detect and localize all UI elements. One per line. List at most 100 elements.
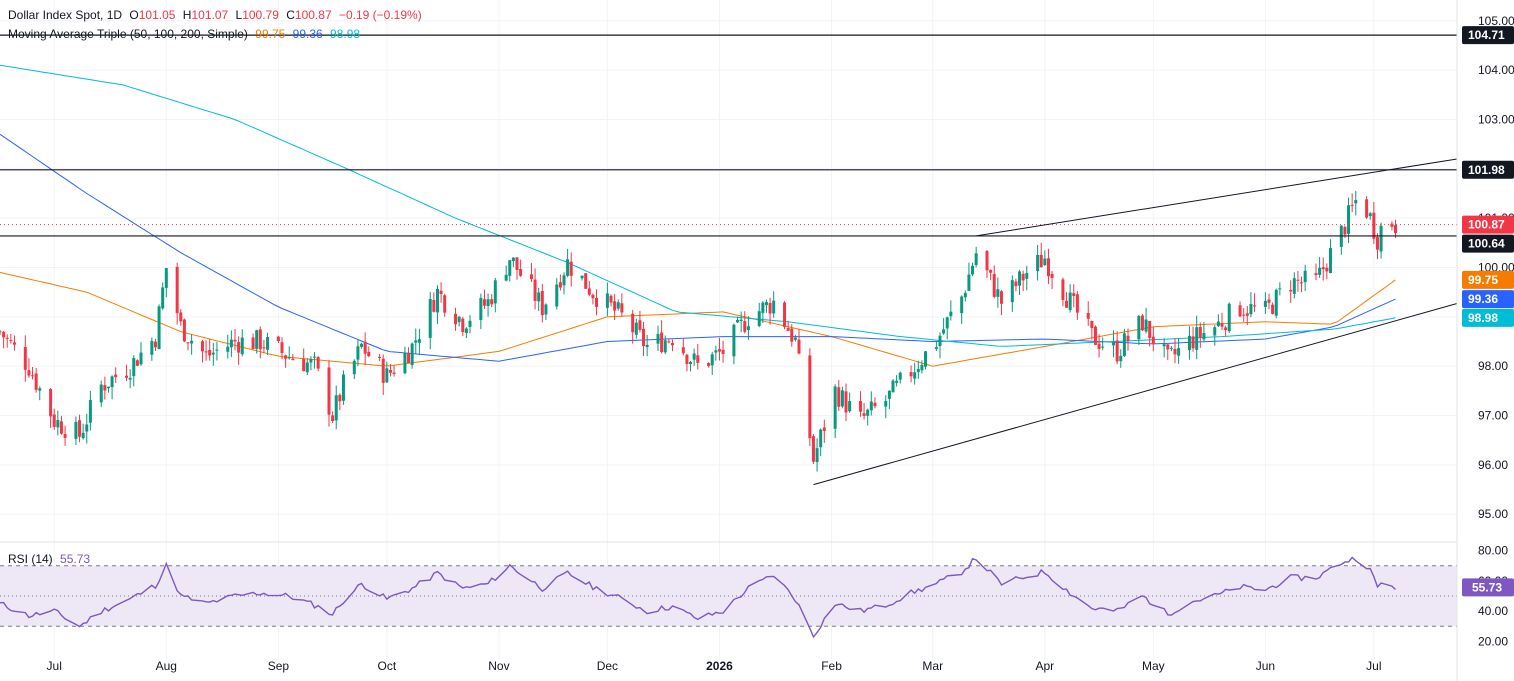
candle-body: [266, 337, 270, 350]
x-tick-label: Aug: [156, 659, 177, 673]
candle-body: [924, 351, 928, 367]
x-tick-label: Apr: [1036, 659, 1055, 673]
candle-body: [2, 331, 6, 338]
candle-body: [435, 288, 439, 313]
candle-body: [233, 339, 237, 342]
price-label-text: 104.71: [1468, 28, 1505, 42]
candle-body: [1018, 271, 1022, 286]
candle-body: [1253, 305, 1257, 307]
candle-body: [240, 337, 244, 355]
candle-body: [645, 344, 649, 348]
candle-body: [186, 342, 190, 344]
candle-body: [313, 356, 317, 358]
candle-body: [869, 401, 873, 411]
candle-body: [316, 357, 320, 369]
close-value: 100.87: [294, 8, 332, 22]
candle-body: [1303, 270, 1307, 283]
y-tick-label: 105.00: [1478, 14, 1514, 28]
trendline[interactable]: [976, 158, 1458, 237]
candle-body: [204, 351, 208, 353]
candle-body: [443, 295, 447, 313]
ma-legend-label: Moving Average Triple (50, 100, 200, Sim…: [8, 27, 248, 41]
candle-body: [1242, 314, 1246, 316]
price-label-badge: [1462, 308, 1514, 327]
candle-body: [508, 260, 512, 276]
x-tick-label: Nov: [488, 659, 509, 673]
candle-body: [1195, 327, 1199, 350]
candle-body: [989, 269, 993, 273]
candle-body: [793, 337, 797, 340]
candle-body: [696, 355, 700, 363]
candle-body: [208, 350, 212, 356]
candle-body: [1350, 204, 1354, 206]
symbol-title: Dollar Index Spot, 1D: [8, 8, 123, 22]
rsi-line-path: [0, 556, 1396, 639]
candle-body: [764, 302, 768, 306]
x-tick-label: Dec: [597, 659, 618, 673]
sma200-line: [0, 64, 1396, 347]
price-label-text: 99.36: [1468, 292, 1498, 306]
candle-body: [468, 320, 472, 327]
candle-body: [99, 384, 103, 403]
candle-body: [1213, 327, 1217, 336]
candle-body: [135, 360, 139, 366]
candle-body: [363, 341, 367, 354]
candle-body: [211, 352, 215, 355]
candle-body: [403, 352, 407, 374]
candle-body: [732, 324, 736, 357]
candle-body: [1321, 267, 1325, 270]
candle-body: [52, 414, 56, 427]
candle-body: [262, 347, 266, 349]
candle-body: [595, 297, 599, 307]
candle-body: [164, 268, 168, 288]
candle-body: [642, 328, 646, 347]
candle-body: [1122, 333, 1126, 357]
candle-body: [873, 402, 877, 407]
candle-body: [707, 362, 711, 367]
candle-body: [49, 389, 53, 417]
candle-body: [844, 391, 848, 413]
candle-body: [685, 354, 689, 365]
candle-body: [663, 340, 667, 353]
candle-body: [862, 413, 866, 416]
candle-body: [1245, 313, 1249, 316]
candle-body: [540, 290, 544, 316]
open-value: 101.05: [138, 8, 176, 22]
candle-body: [1126, 335, 1130, 341]
candle-body: [200, 341, 204, 352]
low-value: 100.79: [242, 8, 279, 22]
candle-body: [1267, 299, 1271, 303]
candle-body: [913, 372, 917, 379]
candle-body: [1365, 199, 1369, 218]
candle-body: [1300, 282, 1304, 284]
candle-body: [1394, 225, 1398, 234]
candle-body: [1148, 320, 1152, 339]
candle-body: [1202, 333, 1206, 340]
candle-body: [797, 339, 801, 354]
candle-body: [103, 385, 107, 391]
price-label-text: 100.64: [1468, 237, 1505, 251]
candle-body: [1271, 304, 1275, 314]
candle-body: [992, 273, 996, 297]
candle-body: [1039, 254, 1043, 268]
candle-body: [334, 395, 338, 421]
drawing-overlays[interactable]: [0, 34, 1458, 486]
candle-body: [356, 346, 360, 360]
y-tick-label: 103.00: [1478, 112, 1514, 126]
candle-body: [1065, 300, 1069, 308]
candle-body: [605, 293, 609, 308]
candle-body: [63, 434, 67, 438]
candle-body: [1328, 248, 1332, 274]
candle-body: [631, 313, 635, 333]
candle-body: [23, 346, 27, 370]
time-axis[interactable]: Jul Aug Sep Oct Nov Dec 2026 Feb Mar Apr May Jun Jul: [47, 659, 1382, 673]
candle-body: [689, 361, 693, 365]
candle-body: [555, 284, 559, 307]
candle-body: [1354, 200, 1358, 204]
price-axis[interactable]: 105.00104.00103.00102.00101.00100.0099.0…: [1462, 14, 1514, 649]
candle-body: [439, 290, 443, 295]
trendline[interactable]: [813, 303, 1458, 486]
candle-body: [562, 275, 566, 286]
candle-body: [746, 326, 750, 331]
